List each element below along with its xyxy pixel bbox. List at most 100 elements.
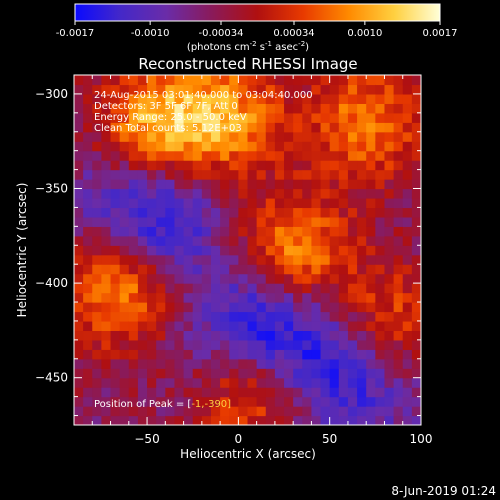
heatmap-cell [256, 150, 267, 161]
heatmap-cell [393, 254, 404, 265]
heatmap-cell [74, 103, 84, 114]
heatmap-cell [256, 84, 267, 95]
heatmap-cell [238, 75, 249, 86]
heatmap-cell [137, 245, 148, 256]
heatmap-cell [174, 75, 185, 86]
heatmap-cell [366, 254, 376, 265]
heatmap-cell [393, 406, 404, 417]
heatmap-cell [183, 207, 194, 218]
heatmap-cell [119, 207, 130, 218]
heatmap-cell [411, 406, 421, 417]
heatmap-cell [347, 320, 358, 332]
heatmap-cell [347, 311, 358, 322]
heatmap-cell [247, 368, 258, 379]
heatmap-cell [284, 330, 294, 341]
heatmap-cell [329, 377, 340, 388]
heatmap-cell [302, 75, 313, 86]
heatmap-cell [74, 302, 84, 313]
heatmap-cell [338, 358, 349, 369]
heatmap-cell [329, 254, 340, 265]
heatmap-cell [375, 377, 386, 388]
heatmap-cell [320, 235, 331, 246]
heatmap-cell [137, 406, 148, 417]
heatmap-cell [402, 141, 413, 152]
heatmap-cell [201, 302, 212, 313]
heatmap-cell [320, 207, 331, 218]
heatmap-cell [311, 75, 322, 86]
heatmap-cell [284, 169, 294, 180]
heatmap-cell [265, 302, 276, 313]
heatmap-cell [375, 188, 386, 199]
heatmap-cell [128, 197, 139, 209]
heatmap-cell [229, 302, 239, 313]
heatmap-cell [92, 396, 102, 407]
heatmap-cell [384, 179, 395, 190]
heatmap-cell [220, 103, 230, 114]
heatmap-cell [156, 254, 166, 265]
heatmap-cell [229, 320, 239, 332]
heatmap-cell [256, 103, 267, 114]
heatmap-cell [274, 406, 285, 417]
heatmap-cell [119, 292, 130, 303]
heatmap-cell [156, 84, 166, 95]
heatmap-cell [210, 226, 221, 237]
heatmap-cell [220, 254, 230, 265]
heatmap-cell [302, 226, 313, 237]
heatmap-cell [220, 264, 230, 275]
heatmap-cell [174, 283, 185, 294]
heatmap-cell [329, 415, 340, 425]
heatmap-cell [137, 93, 148, 104]
heatmap-cell [128, 84, 139, 95]
heatmap-cell [366, 112, 376, 123]
heatmap-cell [357, 396, 367, 407]
heatmap-cell [238, 339, 249, 350]
heatmap-cell [384, 245, 395, 256]
heatmap-cell [347, 226, 358, 237]
heatmap-cell [384, 349, 395, 360]
heatmap-cell [357, 235, 367, 246]
heatmap-cell [284, 160, 294, 171]
heatmap-cell [393, 358, 404, 369]
heatmap-cell [302, 160, 313, 171]
heatmap-cell [83, 387, 93, 398]
heatmap-cell [92, 197, 102, 209]
heatmap-cell [220, 320, 230, 332]
heatmap-cell [347, 264, 358, 275]
heatmap-cell [147, 122, 157, 133]
heatmap-cell [83, 197, 93, 209]
heatmap-cell [137, 387, 148, 398]
heatmap-cell [147, 141, 157, 152]
heatmap-cell [347, 377, 358, 388]
heatmap-cell [366, 84, 376, 95]
heatmap-cell [402, 197, 413, 209]
heatmap-cell [402, 84, 413, 95]
heatmap-cell [347, 292, 358, 303]
heatmap-cell [147, 330, 157, 341]
heatmap-cell [238, 216, 249, 227]
heatmap-cell [128, 131, 139, 142]
heatmap-cell [357, 292, 367, 303]
heatmap-cell [92, 93, 102, 104]
heatmap-cell [247, 311, 258, 322]
colorbar-tick-label: 0.00034 [273, 28, 314, 39]
heatmap-cell [357, 226, 367, 237]
heatmap-cell [311, 131, 322, 142]
heatmap-cell [256, 160, 267, 171]
heatmap-cell [366, 377, 376, 388]
heatmap-cell [411, 330, 421, 341]
heatmap-cell [338, 292, 349, 303]
heatmap-cell [83, 235, 93, 246]
heatmap-cell [74, 169, 84, 180]
heatmap-cell [229, 358, 239, 369]
heatmap-cell [101, 197, 112, 209]
heatmap-cell [256, 169, 267, 180]
heatmap-cell [302, 368, 313, 379]
heatmap-cell [220, 330, 230, 341]
heatmap-cell [137, 302, 148, 313]
heatmap-cell [284, 396, 294, 407]
heatmap-cell [302, 103, 313, 114]
heatmap-cell [174, 264, 185, 275]
heatmap-cell [284, 368, 294, 379]
heatmap-cell [147, 283, 157, 294]
heatmap-cell [393, 368, 404, 379]
